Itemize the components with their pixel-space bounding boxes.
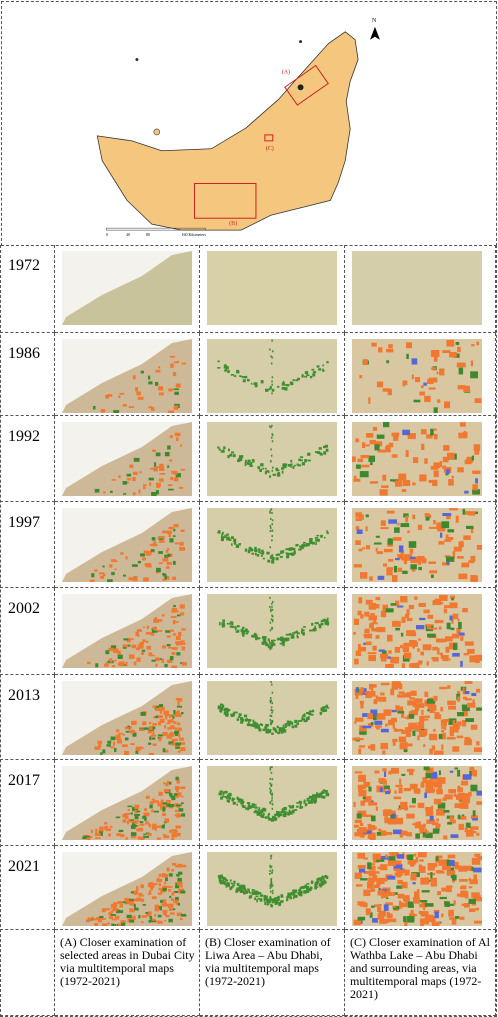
caption: (A) Closer examination of selected areas… — [55, 930, 200, 1016]
year-label: 1997 — [0, 502, 55, 588]
map-image — [207, 422, 337, 496]
year-label: 2021 — [0, 846, 55, 930]
image-cell — [55, 588, 200, 675]
image-cell — [55, 846, 200, 930]
map-image — [62, 339, 192, 413]
map-image — [207, 766, 337, 840]
image-cell — [200, 245, 345, 333]
caption: (C) Closer examination of Al Wathba Lake… — [345, 930, 496, 1016]
island — [135, 58, 139, 62]
island — [299, 40, 303, 44]
map-image — [207, 594, 337, 668]
area-label: (C) — [266, 145, 274, 152]
area-box-c — [264, 134, 274, 142]
image-cell — [55, 245, 200, 333]
image-cell — [55, 416, 200, 502]
map-image — [207, 852, 337, 926]
island — [297, 84, 304, 91]
map-image — [352, 251, 482, 325]
image-cell — [345, 416, 496, 502]
map-image — [352, 681, 482, 755]
image-cell — [345, 588, 496, 675]
year-label: 2017 — [0, 760, 55, 846]
map-image — [62, 852, 192, 926]
image-cell — [200, 416, 345, 502]
map-image — [352, 852, 482, 926]
image-cell — [345, 760, 496, 846]
year-label: 2013 — [0, 675, 55, 760]
year-label: 1986 — [0, 333, 55, 416]
map-image — [352, 339, 482, 413]
map-image — [62, 594, 192, 668]
map-image — [352, 766, 482, 840]
year-label: 1972 — [0, 245, 55, 333]
area-box-b — [193, 183, 257, 219]
image-cell — [345, 846, 496, 930]
year-label: 2002 — [0, 588, 55, 675]
caption-blank — [0, 930, 55, 1016]
image-cell — [200, 760, 345, 846]
caption: (B) Closer examination of Liwa Area – Ab… — [200, 930, 345, 1016]
map-image — [352, 594, 482, 668]
north-arrow — [370, 26, 380, 40]
map-image — [207, 681, 337, 755]
image-cell — [200, 588, 345, 675]
island — [153, 128, 161, 136]
country-outline — [96, 31, 359, 231]
year-label: 1992 — [0, 416, 55, 502]
map-image — [207, 508, 337, 582]
image-cell — [200, 333, 345, 416]
image-cell — [55, 333, 200, 416]
north-label: N — [372, 18, 377, 24]
map-image — [62, 251, 192, 325]
map-image — [352, 422, 482, 496]
map-image — [207, 251, 337, 325]
scale-label: 40 — [126, 232, 130, 237]
image-cell — [345, 675, 496, 760]
area-box-a — [284, 64, 329, 106]
image-cell — [55, 760, 200, 846]
map-image — [207, 339, 337, 413]
image-cell — [55, 502, 200, 588]
scale-label: 0 — [106, 232, 108, 237]
image-cell — [200, 502, 345, 588]
image-cell — [345, 245, 496, 333]
image-cell — [55, 675, 200, 760]
image-cell — [200, 675, 345, 760]
area-label: (B) — [229, 220, 237, 227]
scale-label: 160 Kilometers — [182, 232, 207, 237]
map-image — [62, 766, 192, 840]
scale-label: 80 — [146, 232, 150, 237]
image-cell — [345, 333, 496, 416]
overview-map: (A) (B) (C) N 0 40 80 160 Kilometers — [1, 1, 497, 246]
map-image — [62, 508, 192, 582]
map-image — [352, 508, 482, 582]
map-image — [62, 422, 192, 496]
area-label: (A) — [282, 68, 290, 75]
map-image — [62, 681, 192, 755]
scale-bar — [105, 227, 206, 231]
image-cell — [200, 846, 345, 930]
image-cell — [345, 502, 496, 588]
